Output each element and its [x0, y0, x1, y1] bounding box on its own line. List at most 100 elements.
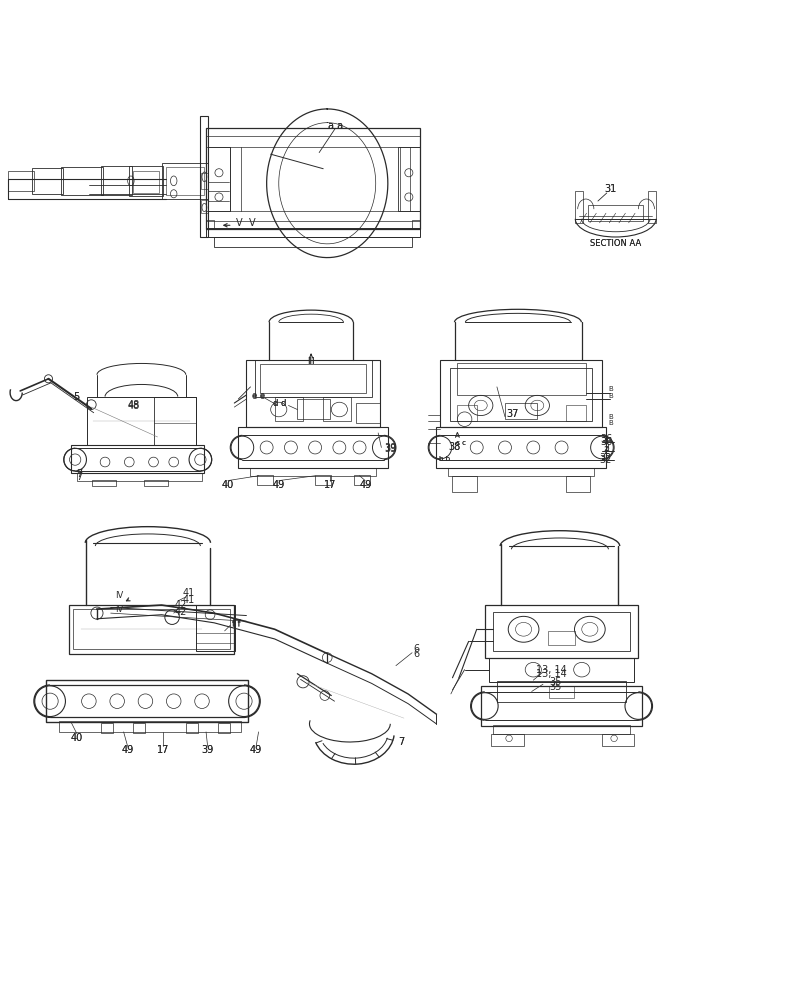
Bar	[436, 427, 606, 468]
Text: e e: e e	[252, 392, 265, 401]
Text: c c: c c	[457, 440, 466, 446]
Text: d d: d d	[273, 399, 286, 408]
Bar	[489, 658, 634, 682]
Bar	[73, 609, 230, 649]
Bar	[575, 191, 583, 223]
Text: b b: b b	[439, 456, 450, 462]
Bar	[101, 723, 113, 733]
Text: 38: 38	[448, 442, 461, 452]
Text: 17: 17	[157, 745, 170, 755]
Text: f f: f f	[232, 620, 240, 629]
Text: 49: 49	[359, 480, 372, 490]
Bar	[275, 397, 303, 421]
Bar	[548, 631, 575, 645]
Text: 6: 6	[413, 644, 419, 654]
Bar	[452, 476, 477, 492]
Text: 38: 38	[448, 442, 461, 452]
Text: 35: 35	[549, 677, 562, 687]
Text: IV: IV	[116, 605, 124, 614]
Text: c c: c c	[457, 440, 466, 446]
Bar	[8, 171, 34, 191]
Text: 31: 31	[604, 184, 617, 194]
Bar	[260, 364, 366, 393]
Text: 7: 7	[398, 737, 405, 747]
Text: V: V	[249, 218, 255, 228]
Bar	[87, 397, 196, 445]
Text: IV: IV	[116, 591, 124, 600]
Text: 39: 39	[384, 443, 397, 453]
Bar	[457, 405, 477, 421]
Bar	[497, 681, 626, 702]
Text: 36: 36	[600, 437, 612, 447]
Text: A: A	[455, 433, 460, 439]
Bar	[457, 363, 586, 395]
Text: 17: 17	[324, 480, 337, 490]
Text: 7: 7	[398, 737, 405, 747]
Text: 49: 49	[272, 480, 285, 490]
Text: a a: a a	[328, 121, 343, 131]
Text: 40: 40	[221, 480, 234, 490]
Text: a a: a a	[328, 121, 343, 131]
Text: 40: 40	[70, 733, 83, 743]
Text: 39: 39	[201, 745, 214, 755]
Bar	[144, 480, 168, 486]
Bar	[166, 167, 204, 195]
Text: V: V	[236, 218, 242, 228]
Text: 6: 6	[413, 649, 419, 659]
Text: e e: e e	[252, 391, 265, 400]
Text: 2: 2	[603, 443, 609, 453]
Bar	[505, 403, 537, 419]
Bar	[491, 734, 524, 746]
Bar	[46, 680, 248, 722]
Bar	[77, 473, 202, 481]
Text: 5: 5	[74, 392, 80, 402]
Bar	[412, 220, 420, 229]
Text: 42: 42	[175, 600, 187, 610]
Bar	[214, 237, 412, 247]
Bar	[323, 397, 351, 421]
Text: B: B	[608, 386, 613, 392]
Text: 41: 41	[182, 595, 195, 605]
Text: 39: 39	[384, 444, 397, 454]
Bar	[485, 605, 638, 658]
Bar	[59, 721, 241, 732]
Text: b b: b b	[439, 456, 450, 462]
Bar	[133, 171, 159, 193]
Text: 17: 17	[157, 745, 170, 755]
Bar	[602, 734, 634, 746]
Text: 13, 14: 13, 14	[536, 669, 566, 679]
Bar	[493, 612, 630, 651]
Text: 7: 7	[76, 469, 82, 479]
Bar	[448, 468, 594, 476]
Bar	[398, 147, 420, 211]
Text: 32: 32	[600, 455, 612, 465]
Bar	[61, 167, 103, 195]
Bar	[206, 228, 420, 237]
Text: 37: 37	[506, 409, 519, 419]
Text: 37: 37	[506, 409, 519, 419]
Bar	[648, 191, 656, 223]
Text: 49: 49	[359, 480, 372, 490]
Bar	[566, 476, 590, 492]
Text: 48: 48	[127, 400, 140, 410]
Text: 41: 41	[182, 588, 195, 598]
Bar	[588, 205, 643, 221]
Bar	[208, 147, 230, 211]
Bar	[297, 399, 330, 419]
Text: 49: 49	[121, 745, 134, 755]
Text: 49: 49	[121, 745, 134, 755]
Bar	[440, 360, 602, 427]
Text: III: III	[307, 357, 315, 366]
Bar	[356, 403, 380, 423]
Bar	[69, 605, 234, 654]
Bar	[315, 475, 331, 485]
Bar	[201, 200, 208, 213]
Bar	[481, 686, 642, 726]
Bar	[162, 163, 208, 199]
Text: A: A	[455, 432, 460, 438]
Text: 49: 49	[272, 480, 285, 490]
Text: III: III	[307, 357, 315, 366]
Bar	[257, 475, 273, 485]
Text: 2: 2	[603, 446, 609, 456]
Bar	[206, 128, 420, 229]
